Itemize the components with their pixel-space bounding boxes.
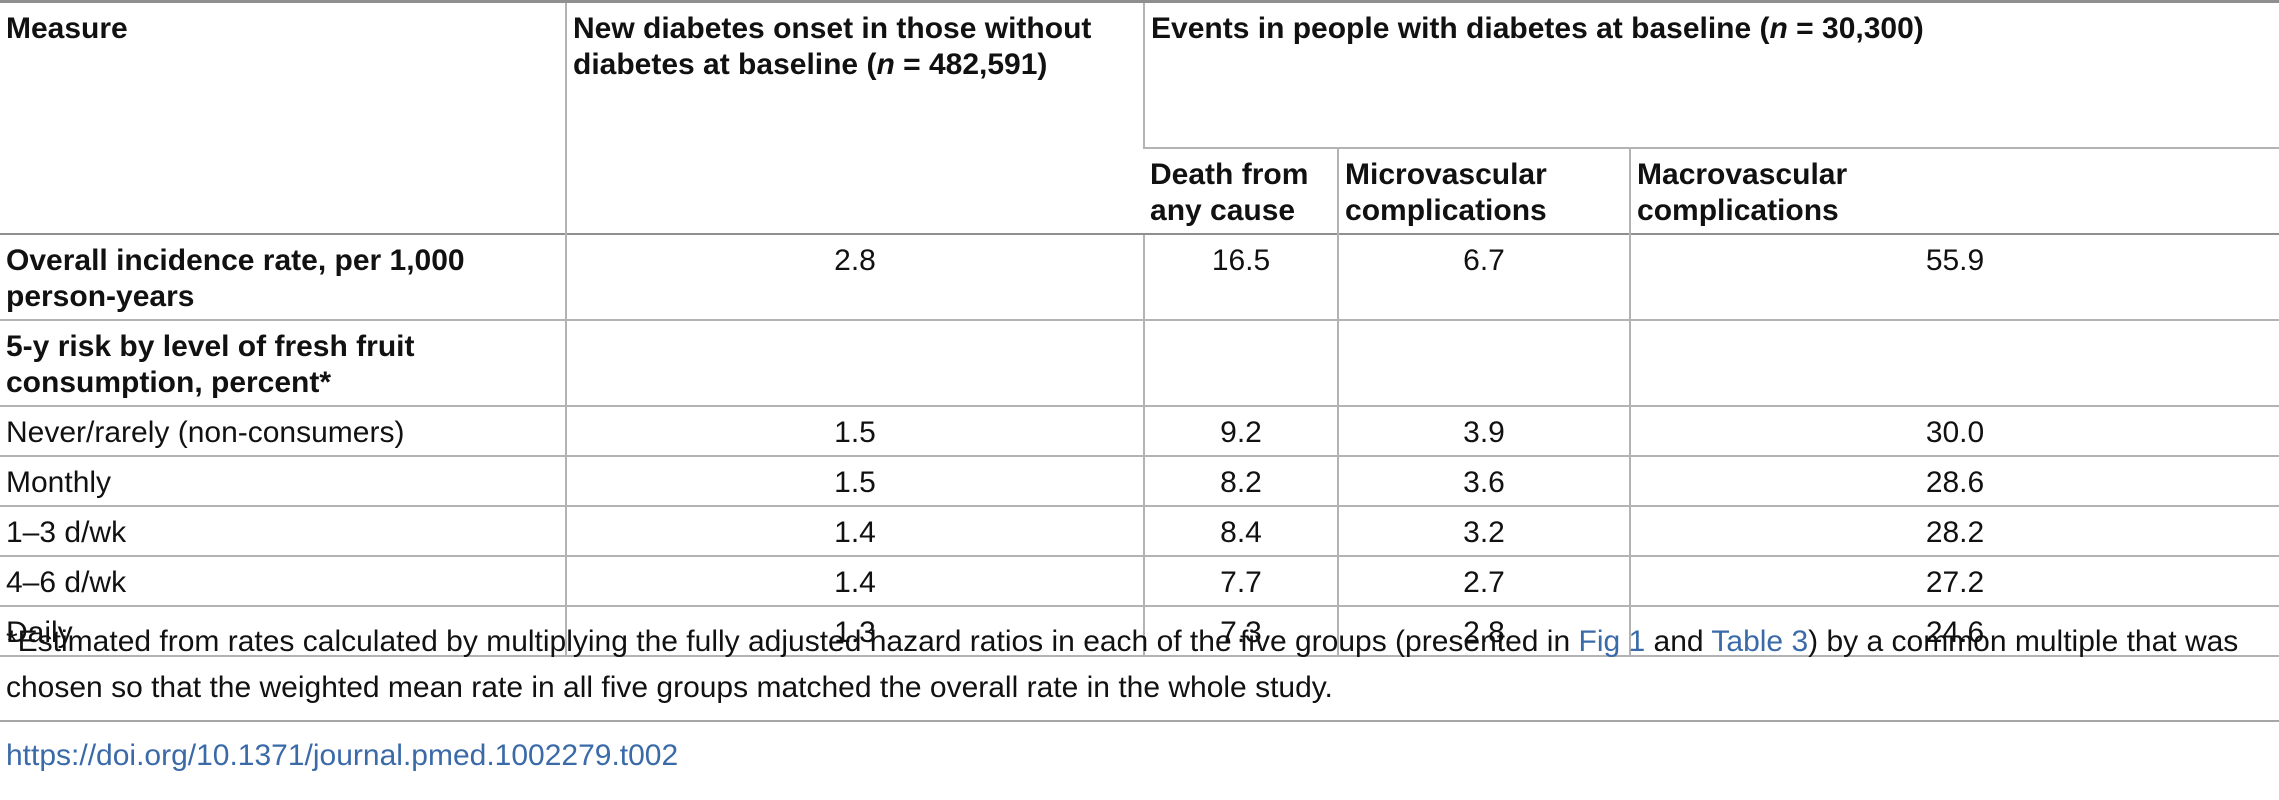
table-row: Overall incidence rate, per 1,000 person… bbox=[0, 232, 2279, 320]
cell-new-onset: 2.8 bbox=[564, 232, 1145, 320]
doi-link[interactable]: https://doi.org/10.1371/journal.pmed.100… bbox=[6, 739, 679, 772]
cell-macro: 27.2 bbox=[1629, 554, 2279, 606]
cell-new-onset: 1.3 bbox=[564, 604, 1145, 657]
cell-micro: 2.7 bbox=[1337, 554, 1631, 606]
cell-new-onset: 1.4 bbox=[564, 504, 1145, 556]
row-label: 1–3 d/wk bbox=[0, 504, 566, 556]
row-label: Daily bbox=[0, 604, 566, 657]
header-measure: Measure bbox=[0, 0, 566, 234]
header-death: Death from any cause bbox=[1144, 146, 1339, 234]
cell-death: 7.3 bbox=[1143, 604, 1339, 657]
fig1-link[interactable]: Fig 1 bbox=[1578, 625, 1646, 658]
row-label: Overall incidence rate, per 1,000 person… bbox=[0, 232, 566, 320]
table-row: 5-y risk by level of fresh fruit consump… bbox=[0, 318, 2279, 406]
cell-micro: 3.9 bbox=[1337, 404, 1631, 456]
table-row: Monthly 1.5 8.2 3.6 28.6 bbox=[0, 454, 2279, 506]
cell-micro: 3.6 bbox=[1337, 454, 1631, 506]
row-label: Monthly bbox=[0, 454, 566, 506]
table-row: 4–6 d/wk 1.4 7.7 2.7 27.2 bbox=[0, 554, 2279, 606]
divider bbox=[0, 720, 2279, 722]
header-events: Events in people with diabetes at baseli… bbox=[1143, 0, 2279, 149]
cell-macro: 55.9 bbox=[1629, 232, 2279, 320]
row-label: 4–6 d/wk bbox=[0, 554, 566, 606]
cell-macro: 24.6 bbox=[1629, 604, 2279, 657]
cell-death: 16.5 bbox=[1143, 232, 1339, 320]
cell-macro: 30.0 bbox=[1629, 404, 2279, 456]
cell-new-onset: 1.5 bbox=[564, 404, 1145, 456]
row-label: Never/rarely (non-consumers) bbox=[0, 404, 566, 456]
cell-micro: 6.7 bbox=[1337, 232, 1631, 320]
cell-new-onset: 1.5 bbox=[564, 454, 1145, 506]
cell-death bbox=[1143, 318, 1339, 406]
row-label: 5-y risk by level of fresh fruit consump… bbox=[0, 318, 566, 406]
header-new-onset: New diabetes onset in those without diab… bbox=[564, 0, 1145, 234]
table-row: 1–3 d/wk 1.4 8.4 3.2 28.2 bbox=[0, 504, 2279, 556]
results-table: Measure New diabetes onset in those with… bbox=[0, 0, 2279, 657]
cell-micro: 2.8 bbox=[1337, 604, 1631, 657]
cell-death: 7.7 bbox=[1143, 554, 1339, 606]
cell-macro bbox=[1629, 318, 2279, 406]
cell-macro: 28.2 bbox=[1629, 504, 2279, 556]
cell-new-onset bbox=[564, 318, 1145, 406]
table-footnote: *Estimated from rates calculated by mult… bbox=[6, 625, 2239, 704]
cell-micro: 3.2 bbox=[1337, 504, 1631, 556]
header-micro: Microvascular complications bbox=[1337, 146, 1631, 234]
table-row: Daily 1.3 7.3 2.8 24.6 bbox=[0, 604, 2279, 657]
cell-new-onset: 1.4 bbox=[564, 554, 1145, 606]
cell-macro: 28.6 bbox=[1629, 454, 2279, 506]
cell-micro bbox=[1337, 318, 1631, 406]
table-row: Never/rarely (non-consumers) 1.5 9.2 3.9… bbox=[0, 404, 2279, 456]
cell-death: 8.2 bbox=[1143, 454, 1339, 506]
cell-death: 8.4 bbox=[1143, 504, 1339, 556]
header-macro: Macrovascular complications bbox=[1629, 146, 2279, 234]
table-container: Measure New diabetes onset in those with… bbox=[0, 0, 2279, 657]
cell-death: 9.2 bbox=[1143, 404, 1339, 456]
table3-link[interactable]: Table 3 bbox=[1711, 625, 1809, 658]
